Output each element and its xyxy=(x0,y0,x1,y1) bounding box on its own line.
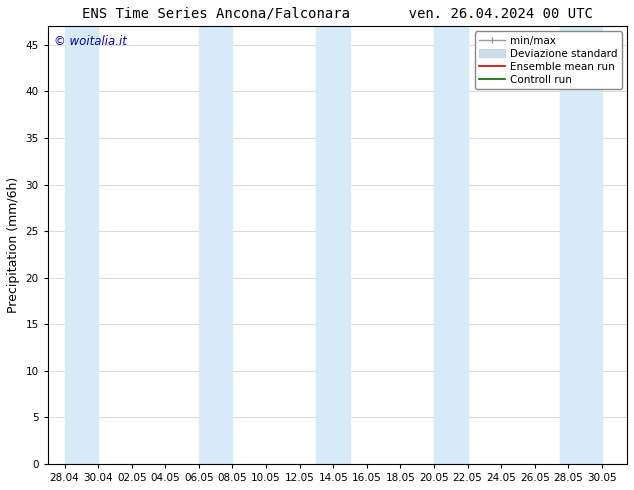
Bar xyxy=(434,26,467,464)
Text: © woitalia.it: © woitalia.it xyxy=(53,35,126,48)
Bar xyxy=(65,26,98,464)
Bar xyxy=(560,26,602,464)
Bar xyxy=(316,26,350,464)
Title: ENS Time Series Ancona/Falconara       ven. 26.04.2024 00 UTC: ENS Time Series Ancona/Falconara ven. 26… xyxy=(82,7,593,21)
Bar xyxy=(199,26,233,464)
Legend: min/max, Deviazione standard, Ensemble mean run, Controll run: min/max, Deviazione standard, Ensemble m… xyxy=(475,31,622,89)
Y-axis label: Precipitation (mm/6h): Precipitation (mm/6h) xyxy=(7,177,20,313)
